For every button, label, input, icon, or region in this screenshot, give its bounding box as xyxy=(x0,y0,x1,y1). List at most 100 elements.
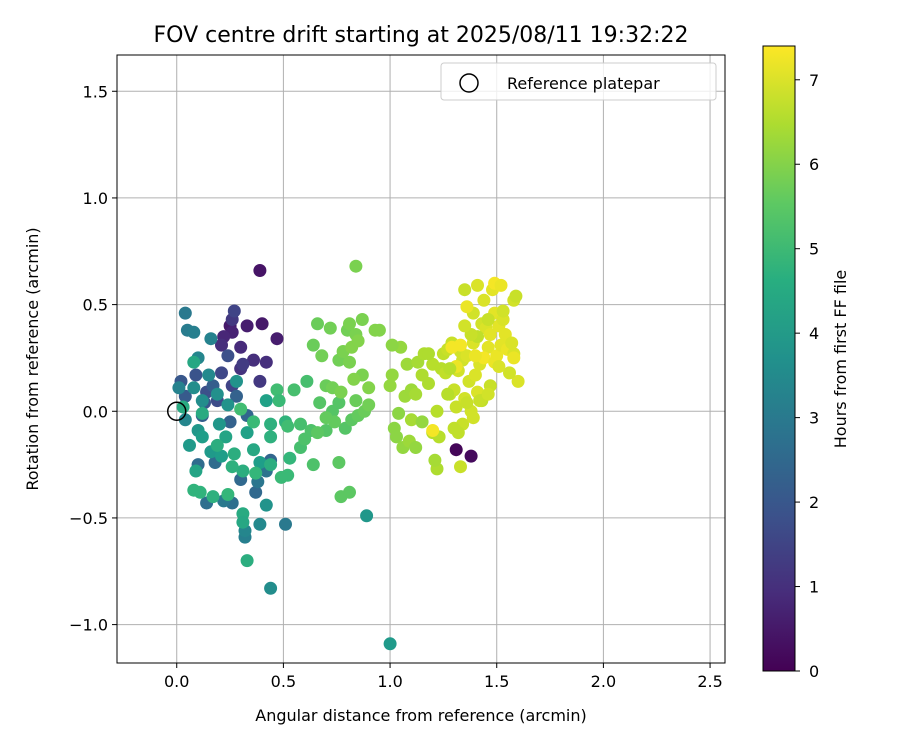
data-point xyxy=(264,458,278,472)
x-axis-label: Angular distance from reference (arcmin) xyxy=(255,706,586,725)
data-point xyxy=(383,637,397,651)
data-point xyxy=(343,317,356,331)
colorbar-tick-label: 5 xyxy=(809,240,819,259)
data-point xyxy=(492,360,506,373)
data-point xyxy=(272,394,286,408)
data-point xyxy=(187,483,201,497)
data-point xyxy=(221,349,235,363)
data-point xyxy=(264,581,278,595)
data-point xyxy=(319,411,333,425)
colorbar-tick-label: 1 xyxy=(809,578,819,597)
data-point xyxy=(503,366,516,380)
data-point xyxy=(415,415,429,429)
data-point xyxy=(343,485,356,499)
data-point xyxy=(390,430,403,444)
data-point xyxy=(511,374,525,388)
data-point xyxy=(306,458,320,472)
data-point xyxy=(230,389,243,403)
data-point xyxy=(505,336,519,350)
data-point xyxy=(449,443,463,457)
data-point xyxy=(259,394,273,408)
data-point xyxy=(311,426,324,440)
chart-title: FOV centre drift starting at 2025/08/11 … xyxy=(154,23,689,48)
data-point xyxy=(247,443,260,457)
data-point xyxy=(409,441,423,454)
data-point xyxy=(349,394,363,408)
x-tick-label: 2.0 xyxy=(591,672,616,691)
data-point xyxy=(464,449,478,463)
data-point xyxy=(247,353,260,367)
data-point xyxy=(215,366,228,380)
data-point xyxy=(313,396,327,410)
data-point xyxy=(249,466,263,480)
y-axis-label: Rotation from reference (arcmin) xyxy=(23,227,42,490)
data-point xyxy=(468,368,482,382)
data-point xyxy=(195,406,209,420)
data-point xyxy=(187,355,201,369)
data-point xyxy=(270,332,284,346)
data-point xyxy=(249,485,263,499)
data-point xyxy=(323,321,337,335)
data-point xyxy=(230,374,243,388)
data-point xyxy=(483,328,497,341)
data-point xyxy=(240,426,254,440)
data-point xyxy=(458,319,472,333)
legend-box xyxy=(440,62,717,101)
data-point xyxy=(332,396,346,410)
data-point xyxy=(189,464,203,478)
data-point xyxy=(347,372,361,386)
y-axis-ticks: −1.0 −0.5 0.0 0.5 1.0 1.5 xyxy=(69,82,117,635)
data-point xyxy=(343,355,356,369)
data-point xyxy=(247,415,260,429)
data-point xyxy=(362,398,376,412)
data-point xyxy=(202,368,216,382)
data-point xyxy=(178,413,192,427)
data-point xyxy=(227,304,241,318)
data-point xyxy=(187,381,201,395)
colorbar-tick-label: 7 xyxy=(809,71,819,90)
data-point xyxy=(264,417,278,431)
data-point xyxy=(283,451,297,465)
data-point xyxy=(332,456,346,469)
colorbar-tick-label: 2 xyxy=(809,493,819,512)
colorbar-tick-label: 3 xyxy=(809,409,819,428)
grid xyxy=(117,55,725,663)
data-point xyxy=(210,438,224,452)
data-point xyxy=(426,424,440,437)
data-points xyxy=(172,259,525,651)
data-point xyxy=(287,383,301,397)
data-point xyxy=(404,413,418,427)
data-point xyxy=(477,293,491,307)
data-point xyxy=(212,417,226,431)
data-point xyxy=(362,381,376,395)
data-point xyxy=(221,488,235,501)
data-point xyxy=(183,438,196,452)
data-point xyxy=(270,383,284,397)
data-point xyxy=(236,515,250,529)
data-point xyxy=(496,304,510,318)
data-point xyxy=(234,402,248,416)
data-point xyxy=(458,283,472,297)
data-point xyxy=(264,430,278,444)
data-point xyxy=(334,385,348,399)
data-point xyxy=(409,387,423,401)
data-point xyxy=(372,323,386,337)
data-point xyxy=(189,368,203,382)
colorbar xyxy=(762,45,796,672)
data-point xyxy=(481,313,495,326)
data-point xyxy=(215,338,228,352)
colorbar-ticks: 0 1 2 3 4 5 6 7 xyxy=(795,71,819,681)
data-point xyxy=(494,278,508,292)
data-point xyxy=(227,447,241,461)
data-point xyxy=(355,313,369,326)
data-point xyxy=(253,264,267,277)
data-point xyxy=(306,338,320,352)
data-point xyxy=(360,509,374,523)
data-point xyxy=(428,453,442,467)
legend-circle-icon xyxy=(459,73,479,93)
data-point xyxy=(468,349,482,363)
data-point xyxy=(392,406,406,420)
x-tick-label: 1.0 xyxy=(377,672,402,691)
y-tick-label: 0.0 xyxy=(83,402,108,421)
data-point xyxy=(234,340,248,354)
